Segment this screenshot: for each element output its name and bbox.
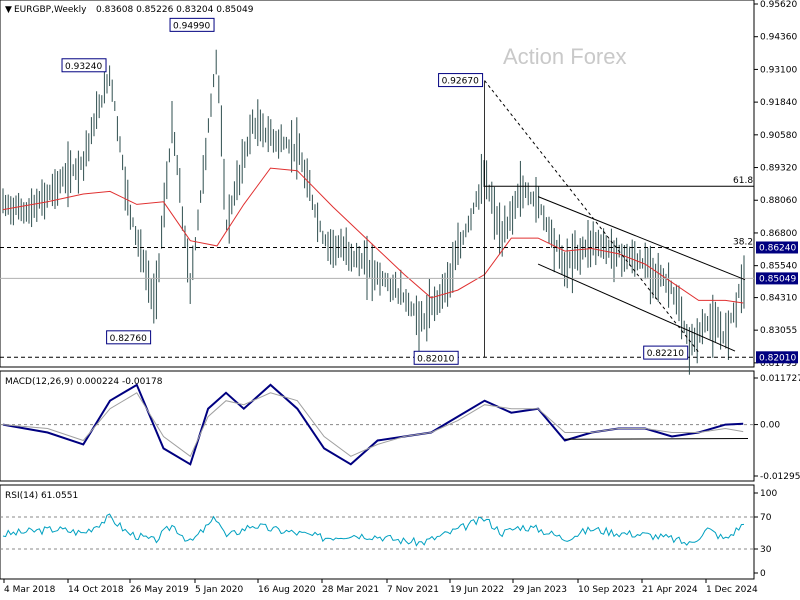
swing-label-box <box>643 345 689 360</box>
swing-label: 0.92670 <box>442 77 479 87</box>
rsi-layer <box>0 513 754 550</box>
price-highlight-label: 0.85049 <box>759 274 796 284</box>
rsi-tick-label: 0 <box>760 569 766 579</box>
axis-layer: 0.95620 0.94360 0.93100 0.91840 0.90580 0.893… <box>3 0 800 595</box>
macd-tick-label: 0.011727 <box>760 374 800 384</box>
rsi-title: RSI(14) 61.0551 <box>5 491 78 501</box>
x-tick-label: 29 Jan 2023 <box>513 585 567 595</box>
x-tick-label: 19 Jun 2022 <box>450 585 504 595</box>
swing-label: 0.82760 <box>110 334 147 344</box>
rsi-tick-label: 70 <box>760 513 772 523</box>
x-tick-label: 14 Oct 2018 <box>68 585 124 595</box>
header-arrow-icon: ▼ <box>5 5 12 15</box>
macd-title: MACD(12,26,9) 0.000224 -0.00178 <box>5 377 163 387</box>
channel-upper-line <box>537 196 746 281</box>
trendline-dashed <box>484 80 700 353</box>
fib-label: 38.2 <box>733 237 753 247</box>
ohlc-bars <box>2 49 745 375</box>
macd-support-line <box>564 437 749 440</box>
macd-tick-label: 0.00 <box>760 421 780 431</box>
watermark: Action Forex <box>503 44 627 69</box>
price-tick-label: 0.95620 <box>760 0 797 10</box>
swing-label: 0.94990 <box>173 21 210 31</box>
x-tick-label: 16 Aug 2020 <box>258 585 316 595</box>
signal-line <box>2 392 744 458</box>
price-highlight <box>756 241 798 254</box>
macd-panel-frame <box>0 370 755 482</box>
rsi-tick-label: 30 <box>760 545 772 555</box>
x-tick-label: 26 May 2019 <box>130 585 189 595</box>
rsi-tick-label: 100 <box>760 489 777 499</box>
price-tick-label: 0.81795 <box>760 359 797 369</box>
x-tick-label: 4 Mar 2018 <box>4 585 56 595</box>
chart-ohlc: 0.83608 0.85226 0.83204 0.85049 <box>96 5 254 15</box>
rsi-panel-frame <box>0 484 755 580</box>
price-tick-label: 0.85540 <box>760 262 797 272</box>
swing-label: 0.82210 <box>647 349 684 359</box>
price-layer: 61.8 38.2 0.93240 0.94990 0.82760 0.92670 0.82… <box>0 17 754 375</box>
fib-label: 61.8 <box>733 176 753 186</box>
swing-label: 0.93240 <box>65 62 102 72</box>
price-tick-label: 0.90580 <box>760 131 797 141</box>
price-panel-frame <box>0 0 755 368</box>
x-tick-label: 28 Mar 2021 <box>322 585 379 595</box>
price-tick-label: 0.93100 <box>760 65 797 75</box>
x-tick-label: 5 Jan 2020 <box>195 585 243 595</box>
price-tick-label: 0.89320 <box>760 164 797 174</box>
swing-label-box <box>106 330 152 345</box>
chart-title: EURGBP,Weekly <box>14 5 87 15</box>
price-tick-label: 0.84310 <box>760 294 797 304</box>
price-highlight-label: 0.82010 <box>759 353 796 363</box>
price-tick-label: 0.83055 <box>760 326 797 336</box>
swing-label-box <box>438 73 484 88</box>
price-tick-label: 0.91840 <box>760 98 797 108</box>
moving-average-line <box>2 167 744 304</box>
channel-lower-line <box>537 263 736 352</box>
price-tick-label: 0.94360 <box>760 33 797 43</box>
price-highlight <box>756 351 798 364</box>
swing-label: 0.82010 <box>417 354 454 364</box>
x-tick-label: 10 Sep 2023 <box>578 585 635 595</box>
swing-label-box <box>413 350 459 365</box>
price-tick-label: 0.86800 <box>760 229 797 239</box>
price-highlight <box>756 272 798 285</box>
swing-label-box <box>169 17 215 32</box>
swing-label-box <box>61 58 107 73</box>
macd-layer <box>0 383 754 466</box>
rsi-line <box>2 513 745 547</box>
x-tick-label: 7 Nov 2021 <box>387 585 439 595</box>
price-highlight-label: 0.86240 <box>759 243 796 253</box>
x-tick-label: 1 Dec 2024 <box>706 585 758 595</box>
price-tick-label: 0.88060 <box>760 196 797 206</box>
x-tick-label: 21 Apr 2024 <box>642 585 698 595</box>
